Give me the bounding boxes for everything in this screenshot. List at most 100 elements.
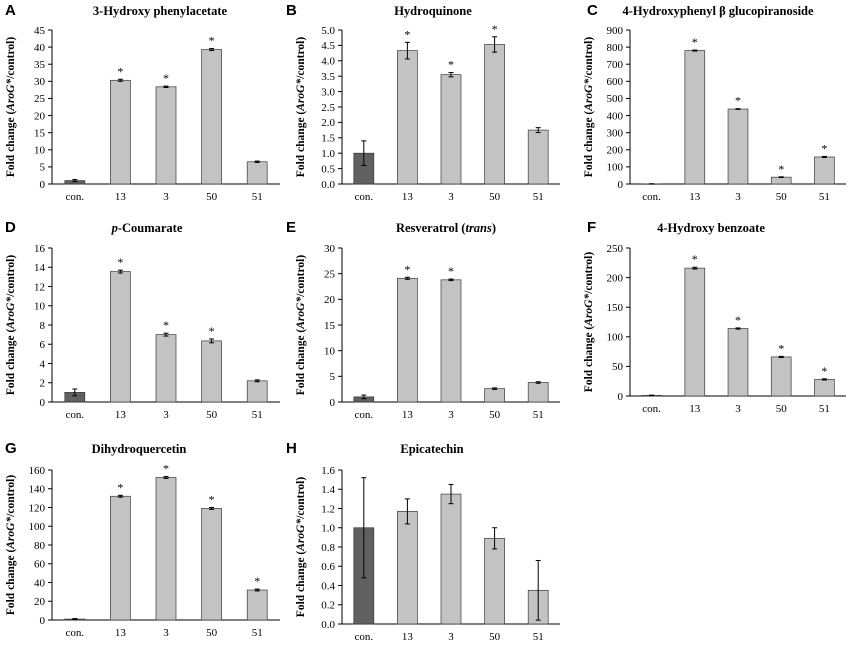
panel-h-ylabel-part: Fold change ( (295, 551, 307, 618)
panel-f-ytick-label: 0 (618, 391, 624, 403)
panel-g-xtick-label-4: 51 (252, 627, 263, 639)
panel-b-xtick-label-2: 3 (448, 191, 454, 203)
panel-g-ytick-label: 120 (29, 502, 46, 514)
panel-e-bar-3 (484, 388, 505, 403)
panel-b-ytick-label: 1.5 (321, 133, 335, 145)
panel-e-title-italic: trans (465, 221, 492, 235)
panel-g-xtick-label-3: 50 (206, 627, 218, 639)
panel-e-star-1: * (404, 262, 410, 276)
panel-e-title: Resveratrol (trans) (396, 221, 496, 235)
panel-g-xtick-label-2: 3 (163, 627, 169, 639)
panel-f-star-1: * (692, 252, 698, 266)
panel-d-title: p-Coumarate (111, 221, 183, 235)
panel-c-ylabel: Fold change (AroG*/control) (583, 37, 595, 178)
panel-c-xtick-label-3: 50 (776, 191, 788, 203)
panel-a-ytick-label: 15 (34, 127, 46, 139)
panel-e-bar-4 (527, 382, 549, 403)
panel-f-star-2: * (735, 313, 741, 327)
panel-b-xtick-label-1: 13 (402, 191, 414, 203)
panel-a-ytick-label: 30 (34, 76, 46, 88)
panel-e-xtick-label-3: 50 (489, 409, 501, 421)
panel-a-title: 3-Hydroxy phenylacetate (93, 4, 228, 18)
panel-h-ylabel: Fold change (AroG*/control) (295, 477, 307, 618)
panel-d-xtick-label-4: 51 (252, 409, 263, 421)
panel-g-letter: G (5, 440, 17, 457)
panel-e-ytick-label: 30 (324, 243, 336, 255)
panel-f-ytick-label: 250 (607, 243, 624, 255)
panel-d-title-italic: p (111, 221, 118, 235)
panel-e-ytick-label: 15 (324, 320, 336, 332)
panel-g-xtick-label-1: 13 (115, 627, 127, 639)
panel-e-ytick-label: 5 (330, 371, 336, 383)
panel-h-ylabel-end: /control) (295, 477, 307, 520)
panel-b-letter: B (286, 2, 297, 19)
panel-d-ytick-label: 10 (34, 301, 46, 313)
panel-h-ytick-label: 1.4 (321, 484, 335, 496)
panel-d-xtick-label-0: con. (65, 409, 84, 421)
panel-e-bar-2 (440, 279, 462, 403)
panel-f-ylabel-part: Fold change ( (583, 326, 595, 393)
panel-d-ylabel-part: Fold change ( (5, 329, 17, 396)
panel-h-xtick-label-1: 13 (402, 631, 414, 643)
panel-c-xtick-label-0: con. (642, 191, 661, 203)
panel-e-bar-1 (397, 277, 418, 403)
panel-h-bar-3 (484, 537, 505, 625)
panel-f-ylabel: Fold change (AroG*/control) (583, 252, 595, 393)
panel-h-title: Epicatechin (400, 442, 463, 456)
panel-a-ytick-label: 35 (34, 59, 46, 71)
panel-a-ylabel-italic: AroG* (5, 79, 17, 112)
panel-c-bar-1 (684, 50, 706, 185)
panel-e-xtick-label-2: 3 (448, 409, 454, 421)
panel-g-bar-4 (246, 589, 268, 621)
panel-e-ytick-label: 10 (324, 345, 336, 357)
panel-d-ytick-label: 12 (34, 281, 45, 293)
panel-c-title: 4-Hydroxyphenyl β glucopiranoside (622, 4, 814, 18)
panel-e-ylabel-part: Fold change ( (295, 329, 307, 396)
panel-h-xtick-label-4: 51 (533, 631, 544, 643)
panel-b-xtick-label-3: 50 (489, 191, 501, 203)
panel-g-star-3: * (209, 493, 215, 507)
panel-a-ylabel: Fold change (AroG*/control) (5, 37, 17, 178)
panel-a-ytick-label: 5 (40, 162, 46, 174)
panel-c-letter: C (587, 2, 598, 19)
panel-e-title-end: ) (492, 221, 496, 235)
panel-h-ylabel-italic: AroG* (295, 519, 307, 552)
panel-f-star-4: * (821, 364, 827, 378)
panel-g-ylabel-italic: AroG* (5, 517, 17, 550)
panel-b-ytick-label: 1.0 (321, 148, 335, 160)
panel-f-ytick-label: 150 (607, 302, 624, 314)
panel-g-bar-1 (110, 495, 131, 621)
panel-f-xtick-label-1: 13 (689, 403, 701, 415)
panel-a-xtick-label-2: 3 (163, 191, 169, 203)
panel-f-xtick-label-0: con. (642, 403, 661, 415)
panel-b-xtick-label-0: con. (354, 191, 373, 203)
panel-d-ylabel: Fold change (AroG*/control) (5, 255, 17, 396)
panel-a-xtick-label-0: con. (65, 191, 84, 203)
panel-e-xtick-label-1: 13 (402, 409, 414, 421)
panel-c-star-1: * (692, 35, 698, 49)
panel-b-ytick-label: 2.0 (321, 117, 335, 129)
panel-g-ytick-label: 40 (34, 577, 46, 589)
panel-a-xtick-label-3: 50 (206, 191, 218, 203)
panel-g-ytick-label: 20 (34, 596, 46, 608)
panel-h-xtick-label-0: con. (354, 631, 373, 643)
panel-h-ytick-label: 1.2 (321, 503, 335, 515)
panel-g-ytick-label: 160 (29, 465, 46, 477)
panel-d-bar-4 (246, 380, 268, 403)
panel-d-star-2: * (163, 318, 169, 332)
panel-h-ytick-label: 0.8 (321, 542, 335, 554)
panel-a: A 3-Hydroxy phenylacetate Fold change (Aro… (5, 2, 280, 203)
panel-e-ytick-label: 20 (324, 294, 336, 306)
panel-d-star-1: * (117, 255, 123, 269)
panel-b-bar-3 (484, 44, 505, 185)
panel-g-ylabel-part: Fold change ( (5, 549, 17, 616)
panel-b-star-2: * (448, 58, 454, 72)
panel-b-ylabel: Fold change (AroG*/control) (295, 37, 307, 178)
panel-c-ytick-label: 300 (607, 127, 624, 139)
panel-c-ytick-label: 200 (607, 145, 624, 157)
panel-c-xtick-label-2: 3 (735, 191, 741, 203)
panel-g-ytick-label: 100 (29, 521, 46, 533)
panel-e-ylabel-italic: AroG* (295, 297, 307, 330)
panel-f-letter: F (587, 219, 596, 236)
panel-f-xtick-label-2: 3 (735, 403, 741, 415)
